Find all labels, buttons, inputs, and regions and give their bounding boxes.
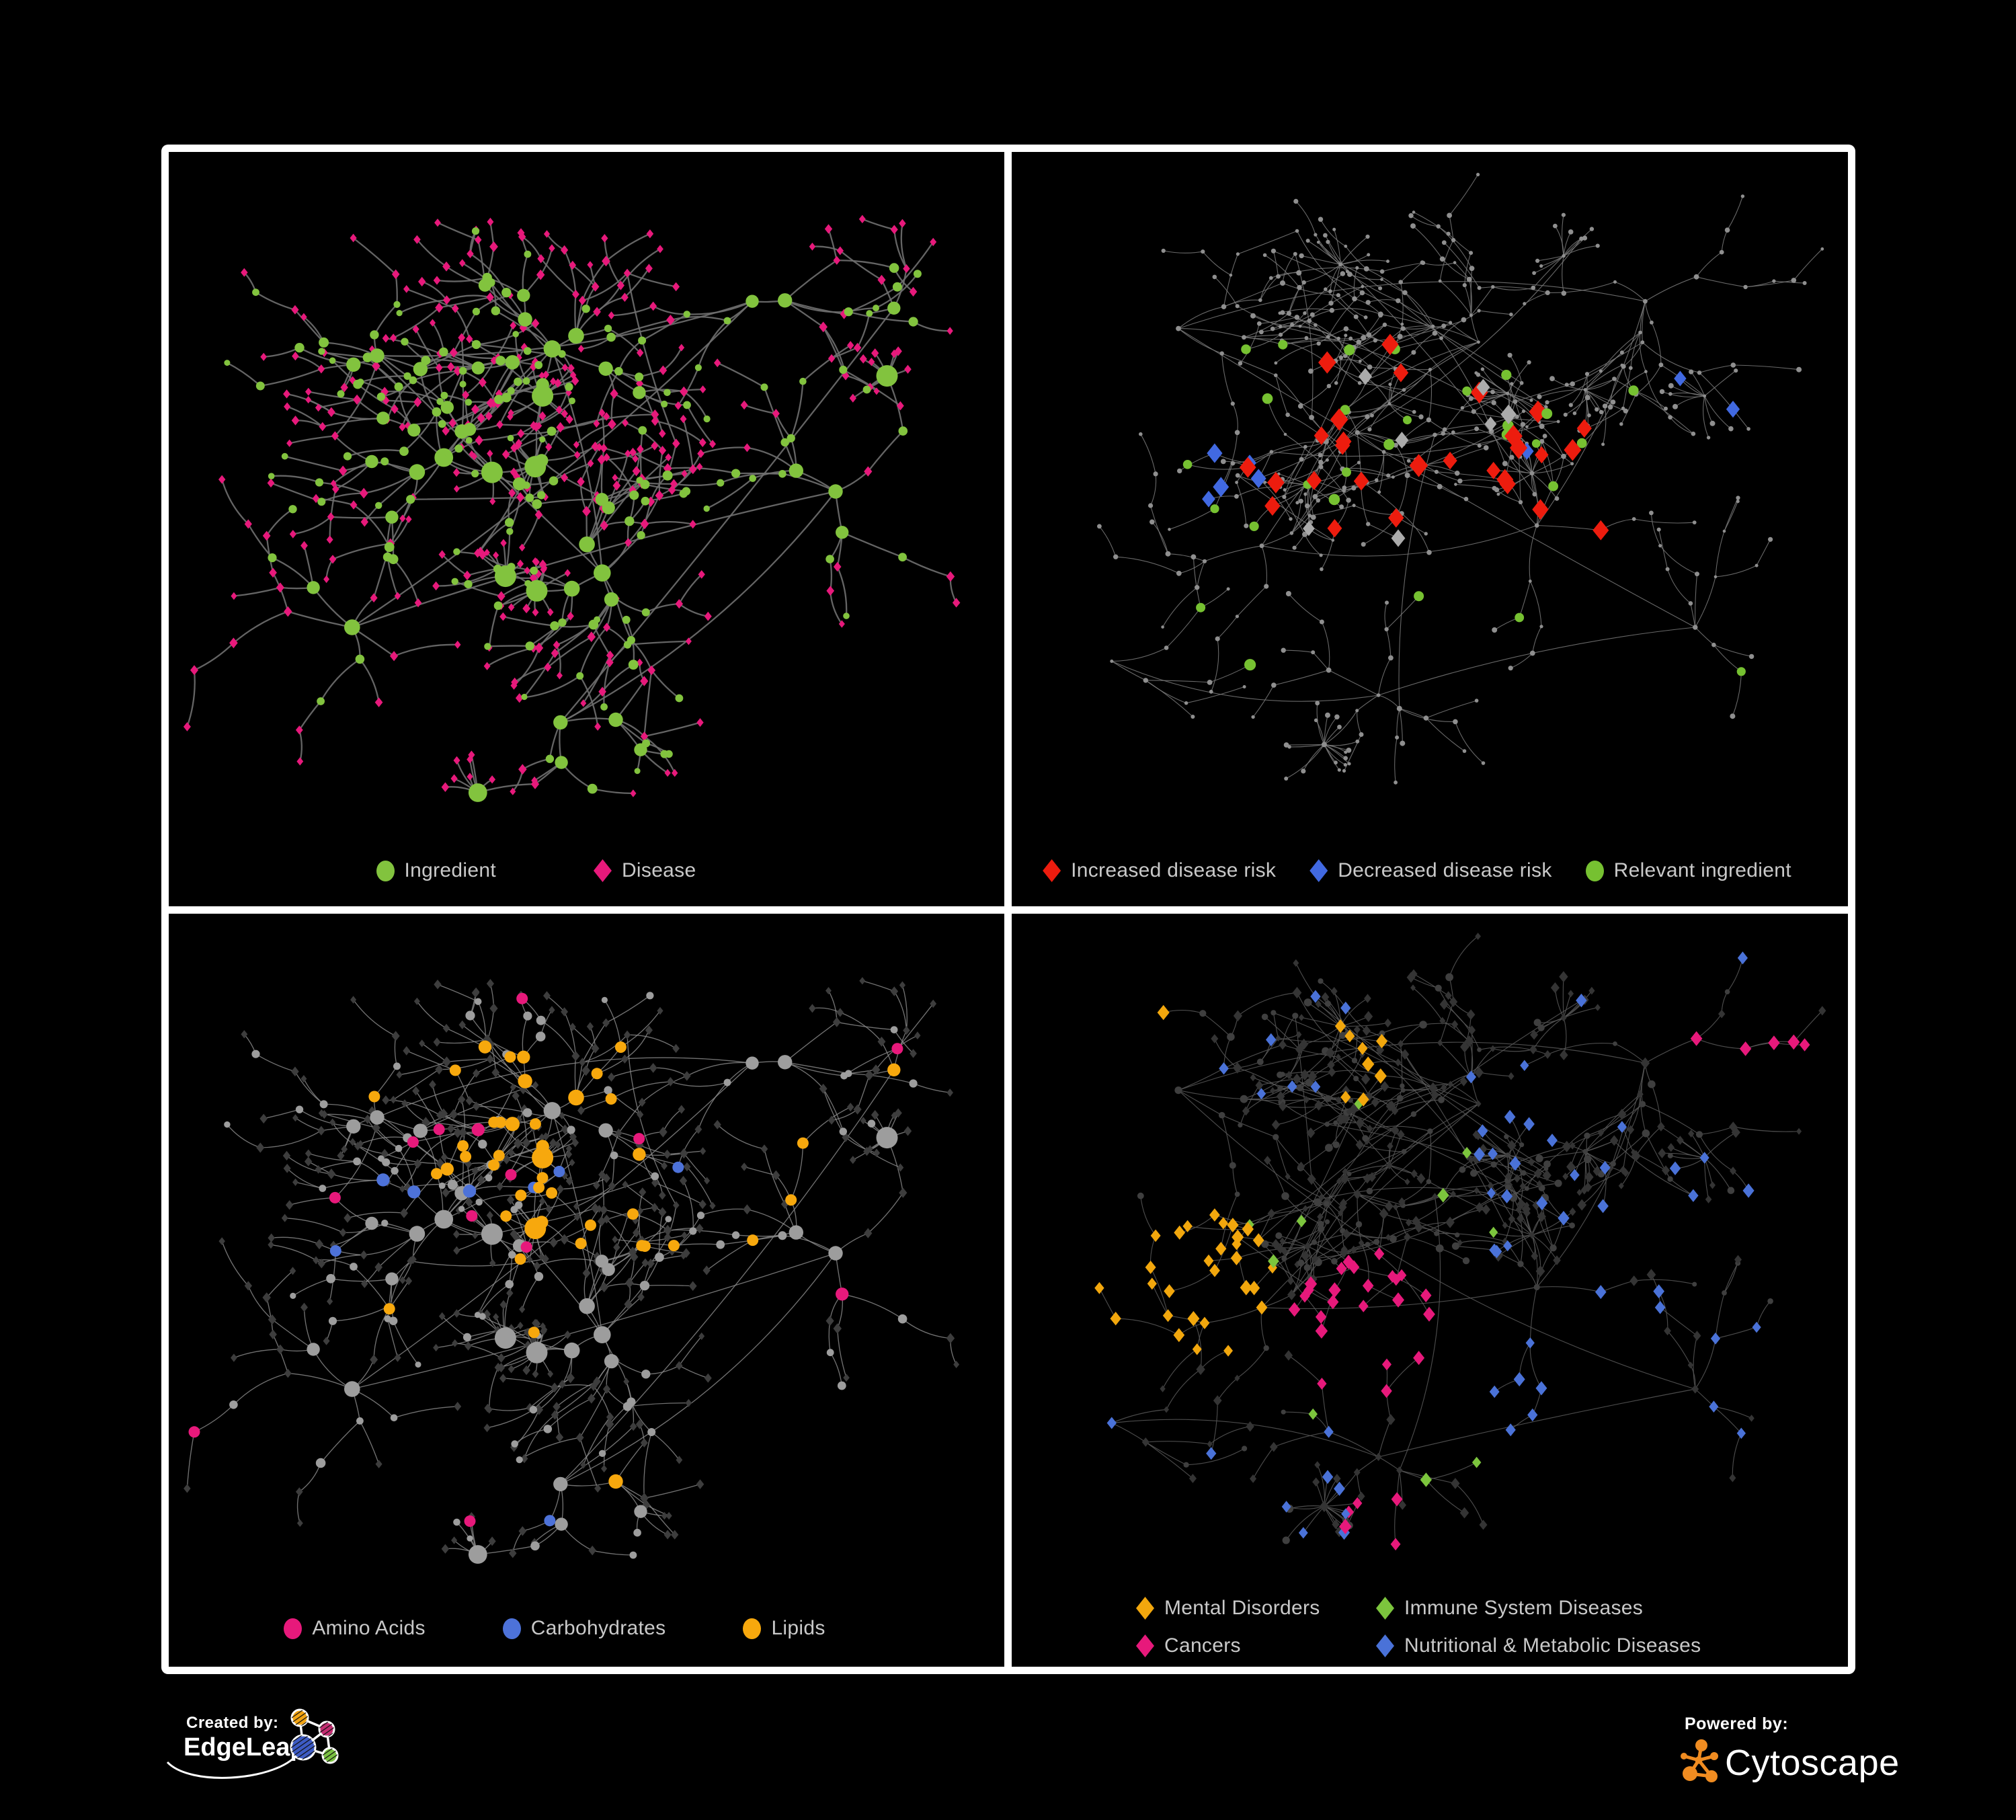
created-by-label: Created by: xyxy=(186,1714,279,1732)
legend-label-amino-acids: Amino Acids xyxy=(312,1617,426,1639)
mental-disorders-diamond-icon xyxy=(1136,1597,1154,1620)
legend-item-mental-disorders: Mental Disorders xyxy=(1136,1597,1376,1620)
nutritional-metabolic-diamond-icon xyxy=(1376,1634,1394,1657)
legend-item-increased-risk: Increased disease risk xyxy=(1043,859,1276,882)
amino-acids-circle-icon xyxy=(284,1618,303,1639)
legend-item-cancers: Cancers xyxy=(1136,1634,1376,1657)
legend-item-relevant-ingredient: Relevant ingredient xyxy=(1585,859,1791,882)
network-disease-risk xyxy=(1097,173,1824,785)
disease-diamond-icon xyxy=(593,859,612,882)
immune-diseases-diamond-icon xyxy=(1376,1597,1394,1620)
legend-item-carbohydrates: Carbohydrates xyxy=(502,1617,666,1640)
lipids-circle-icon xyxy=(743,1618,762,1639)
legend-label-cancers: Cancers xyxy=(1164,1634,1241,1657)
legend-label-ingredient: Ingredient xyxy=(404,859,496,881)
edgeleap-network-icon xyxy=(290,1708,339,1764)
ingredient-circle-icon xyxy=(376,860,395,881)
network-disease-categories xyxy=(1094,933,1826,1551)
legend-item-immune-diseases: Immune System Diseases xyxy=(1376,1597,1701,1620)
relevant-ingredient-circle-icon xyxy=(1585,860,1604,881)
cancers-diamond-icon xyxy=(1136,1634,1154,1657)
panel-disease-categories: Mental Disorders Immune System Diseases … xyxy=(1012,914,1848,1667)
legend-label-decreased-risk: Decreased disease risk xyxy=(1338,859,1552,881)
powered-by-label: Powered by: xyxy=(1685,1714,1788,1733)
cytoscape-logo: Powered by: Cytoscape xyxy=(1681,1714,1900,1783)
panel-disease-risk: Increased disease risk Decreased disease… xyxy=(1012,152,1848,906)
cytoscape-wordmark: Cytoscape xyxy=(1725,1743,1900,1783)
increased-risk-diamond-icon xyxy=(1043,859,1061,882)
legend-label-mental-disorders: Mental Disorders xyxy=(1164,1597,1320,1619)
legend-item-ingredient: Ingredient xyxy=(376,859,496,882)
legend-item-decreased-risk: Decreased disease risk xyxy=(1309,859,1551,882)
edgeleap-swoosh-icon xyxy=(166,1755,296,1779)
legend-item-lipids: Lipids xyxy=(743,1617,825,1640)
legend-label-lipids: Lipids xyxy=(771,1617,825,1639)
edgeleap-wordmark: EdgeLeap xyxy=(184,1733,306,1762)
network-nutrient-classes xyxy=(184,977,960,1564)
panel-nutrient-classes: Amino Acids Carbohydrates Lipids xyxy=(169,914,1004,1667)
legend-item-amino-acids: Amino Acids xyxy=(284,1617,425,1640)
legend-item-disease: Disease xyxy=(593,859,696,882)
network-ingredient-disease xyxy=(183,214,961,802)
legend-label-carbohydrates: Carbohydrates xyxy=(530,1617,666,1639)
legend-nutrient-classes: Amino Acids Carbohydrates Lipids xyxy=(169,1617,1004,1640)
legend-ingredient-disease: Ingredient Disease xyxy=(169,859,1004,882)
decreased-risk-diamond-icon xyxy=(1309,859,1328,882)
legend-label-disease: Disease xyxy=(621,859,696,881)
legend-label-relevant-ingredient: Relevant ingredient xyxy=(1613,859,1791,881)
panel-ingredient-disease: Ingredient Disease xyxy=(169,152,1004,906)
legend-label-immune-diseases: Immune System Diseases xyxy=(1404,1597,1644,1619)
legend-label-nutritional-metabolic: Nutritional & Metabolic Diseases xyxy=(1404,1634,1701,1657)
grid-divider-horizontal xyxy=(161,906,1855,914)
legend-disease-risk: Increased disease risk Decreased disease… xyxy=(1012,859,1848,882)
legend-item-nutritional-metabolic: Nutritional & Metabolic Diseases xyxy=(1376,1634,1701,1657)
legend-disease-categories: Mental Disorders Immune System Diseases … xyxy=(1136,1597,1701,1657)
edgeleap-logo: Created by: EdgeLeap xyxy=(166,1708,339,1779)
legend-label-increased-risk: Increased disease risk xyxy=(1071,859,1277,881)
cytoscape-network-icon xyxy=(1681,1739,1718,1782)
carbohydrates-circle-icon xyxy=(502,1618,521,1639)
